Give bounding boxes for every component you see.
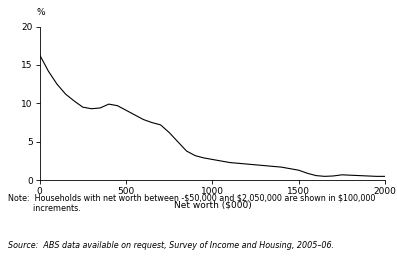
Text: Source:  ABS data available on request, Survey of Income and Housing, 2005–06.: Source: ABS data available on request, S… — [8, 241, 334, 250]
X-axis label: Net worth ($000): Net worth ($000) — [173, 200, 251, 209]
Text: Note:  Households with net worth between -$50,000 and $2,050,000 are shown in $1: Note: Households with net worth between … — [8, 193, 375, 213]
Text: %: % — [36, 8, 45, 17]
